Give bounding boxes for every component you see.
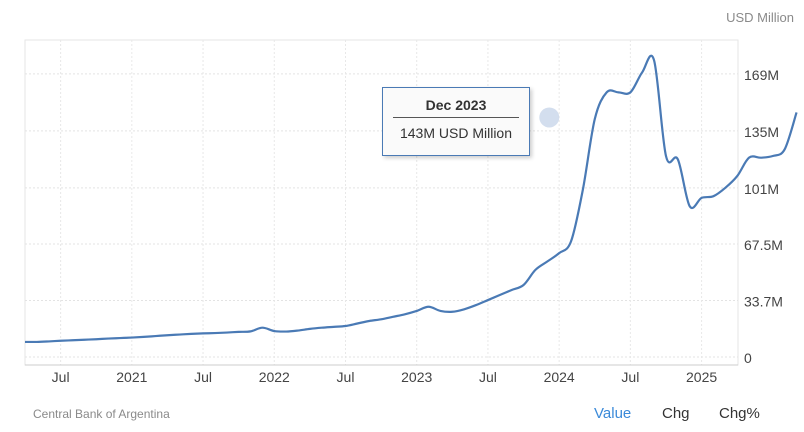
y-tick-label: 67.5M — [744, 237, 783, 253]
hover-marker — [539, 107, 560, 128]
tooltip-value: 143M USD Million — [399, 125, 513, 141]
x-tick-label: 2024 — [544, 369, 575, 385]
x-tick-label: Jul — [52, 369, 70, 385]
tab-chg-percent[interactable]: Chg% — [719, 405, 760, 422]
y-tick-label: 169M — [744, 67, 779, 83]
y-tick-label: 135M — [744, 124, 779, 140]
x-tick-label: Jul — [194, 369, 212, 385]
tab-value[interactable]: Value — [594, 405, 632, 422]
tab-chg[interactable]: Chg — [662, 405, 690, 422]
y-tick-label: 33.7M — [744, 294, 783, 310]
x-tick-label: Jul — [479, 369, 497, 385]
x-tick-label: 2021 — [116, 369, 147, 385]
x-tick-label: Jul — [337, 369, 355, 385]
tooltip-title: Dec 2023 — [393, 97, 519, 118]
y-tick-label: 101M — [744, 181, 779, 197]
series-line-value — [24, 54, 798, 344]
y-tick-label: 0 — [744, 350, 752, 366]
tooltip: Dec 2023 143M USD Million — [382, 87, 530, 156]
x-tick-label: 2025 — [686, 369, 717, 385]
x-tick-label: 2022 — [259, 369, 290, 385]
x-tick-label: Jul — [621, 369, 639, 385]
source-label: Central Bank of Argentina — [33, 407, 170, 421]
x-tick-label: 2023 — [401, 369, 432, 385]
unit-label: USD Million — [726, 10, 794, 25]
